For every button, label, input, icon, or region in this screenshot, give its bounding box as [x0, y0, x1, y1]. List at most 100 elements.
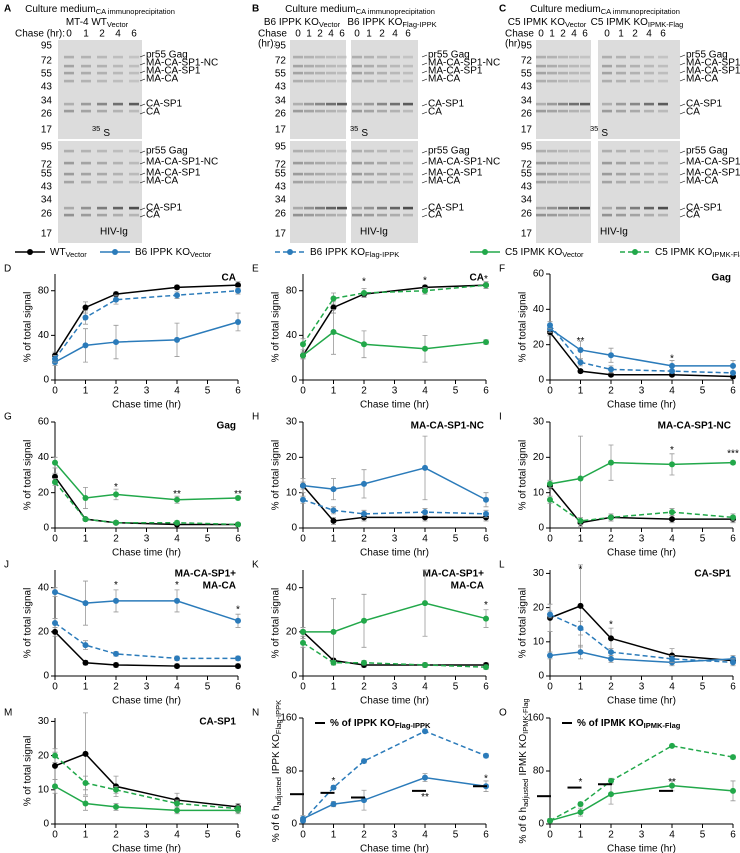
x-tick-label: 1 — [83, 830, 89, 841]
y-tick-label: 20 — [533, 452, 545, 463]
legend-label-part: Vector — [190, 250, 212, 259]
inner-legend-label: % of IPPK KOFlag-IPPK — [330, 718, 431, 730]
mw-label: 95 — [275, 41, 287, 52]
data-point — [235, 494, 241, 501]
y-axis-label-part: IPMK-Flag — [521, 698, 530, 733]
x-tick-label: 6 — [483, 534, 489, 545]
data-point — [608, 514, 614, 521]
mw-label: 34 — [521, 195, 533, 206]
gel-band — [304, 71, 314, 75]
gel-band — [64, 161, 74, 165]
band-pointer — [679, 78, 686, 82]
x-tick-label: 4 — [669, 830, 675, 841]
x-tick-label: 2 — [608, 386, 614, 397]
data-point — [235, 655, 241, 662]
lane-label: 2 — [632, 29, 638, 40]
data-point — [82, 342, 89, 349]
gel-band — [536, 71, 546, 75]
gel-band — [293, 109, 303, 113]
gel-band — [580, 55, 590, 59]
gel-band — [326, 79, 336, 83]
legend-label: WTVector — [50, 247, 87, 259]
chart-title: MA-CA-SP1+ — [175, 569, 237, 580]
strain-label-part: Vector — [107, 20, 129, 29]
gel-band — [304, 149, 314, 153]
lane-label: 1 — [618, 29, 624, 40]
gel-band — [658, 79, 668, 83]
lane-label: 1 — [306, 29, 312, 40]
gel-band — [129, 180, 139, 184]
gel-band — [315, 55, 325, 59]
data-point — [547, 496, 553, 503]
gel-band — [377, 79, 387, 83]
y-axis-label-part: % of 6 h — [518, 807, 529, 844]
gel-band — [602, 55, 612, 59]
gel-band — [630, 149, 640, 153]
gel-band — [569, 79, 579, 83]
gel-band — [377, 172, 387, 176]
data-point — [669, 368, 675, 375]
y-tick-label: 20 — [38, 750, 50, 761]
gel-band — [81, 149, 91, 153]
data-point — [483, 510, 489, 517]
band-pointer — [421, 103, 428, 107]
significance-mark: * — [484, 774, 488, 785]
band-pointer — [139, 103, 146, 107]
x-tick-label: 6 — [235, 386, 241, 397]
gel-band — [304, 180, 314, 184]
significance-mark: * — [423, 275, 427, 286]
x-tick-label: 3 — [144, 534, 150, 545]
band-pointer — [679, 70, 686, 74]
gel-band — [390, 109, 400, 113]
gel-band — [352, 71, 362, 75]
gel-band — [97, 102, 107, 106]
x-tick-label: 4 — [669, 534, 675, 545]
gel-band — [129, 64, 139, 68]
data-point — [330, 486, 337, 493]
gel-band — [377, 149, 387, 153]
gel-band — [536, 213, 546, 217]
gel-band — [113, 109, 123, 113]
gel-band — [337, 161, 347, 165]
data-point — [669, 362, 675, 369]
data-point — [730, 787, 736, 794]
gel-band — [630, 161, 640, 165]
legend-label: C5 IPMK KOIPMK-Flag — [655, 247, 740, 259]
gel-band — [315, 161, 325, 165]
y-axis-label: % of total signal — [518, 292, 529, 363]
legend-marker — [482, 249, 488, 255]
panel-letter: G — [4, 412, 12, 423]
band-pointer — [139, 62, 146, 66]
gel-band — [304, 172, 314, 176]
legend-label-part: Vector — [66, 250, 88, 259]
x-tick-label: 2 — [113, 682, 119, 693]
gel-band — [616, 71, 626, 75]
gel-band — [547, 55, 557, 59]
data-point — [52, 589, 58, 596]
gel-band — [630, 102, 640, 106]
gel-band — [403, 55, 413, 59]
legend-label-part: B6 IPPK KO — [310, 247, 365, 258]
gel — [58, 141, 142, 243]
gel — [598, 141, 680, 243]
panel-letter: L — [499, 560, 505, 571]
mw-label: 43 — [41, 182, 53, 193]
significance-mark: * — [114, 580, 118, 591]
band-label: pr55 Gag — [428, 50, 470, 61]
x-axis-label: Chase time (hr) — [360, 696, 429, 707]
data-point — [577, 359, 584, 366]
gel-band — [569, 71, 579, 75]
mw-label: 17 — [521, 229, 533, 240]
x-tick-label: 0 — [547, 830, 553, 841]
data-point — [174, 496, 180, 503]
band-pointer — [679, 103, 686, 107]
band-label: MA-CA — [686, 74, 719, 85]
y-axis-label: % of 6 hadjusted IPMK KOIPMK-Flag — [518, 698, 530, 843]
y-tick-label: 80 — [286, 285, 298, 296]
gel-band — [326, 206, 336, 210]
y-tick-label: 0 — [538, 375, 544, 386]
gel-band — [390, 180, 400, 184]
gel-band — [616, 102, 626, 106]
gel-band — [377, 71, 387, 75]
x-tick-label: 3 — [392, 682, 398, 693]
